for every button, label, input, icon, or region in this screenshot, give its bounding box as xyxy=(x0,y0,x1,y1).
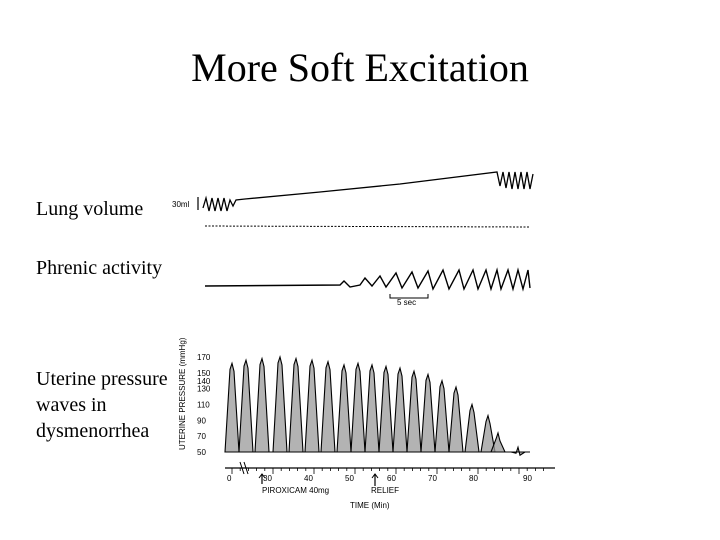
piroxicam-annotation: PIROXICAM 40mg xyxy=(262,486,329,495)
chart-xlabel: TIME (Min) xyxy=(350,501,390,510)
chart-ylabel: UTERINE PRESSURE (mmHg) xyxy=(178,337,187,450)
pressure-wave xyxy=(350,361,366,453)
x-tick-label: 80 xyxy=(469,474,478,483)
pressure-wave xyxy=(420,372,436,453)
y-tick-label: 130 xyxy=(197,385,211,394)
pressure-wave xyxy=(254,356,270,453)
y-tick-label: 90 xyxy=(197,416,206,425)
x-tick-label: 90 xyxy=(523,474,532,483)
pressure-waves xyxy=(224,355,527,457)
y-tick-label: 170 xyxy=(197,353,211,362)
pressure-wave xyxy=(272,355,288,453)
label-lung-volume: Lung volume xyxy=(36,198,144,220)
lung-volume-trace: 30ml xyxy=(172,171,534,228)
relief-annotation: RELIEF xyxy=(371,486,399,495)
x-tick-label: 0 xyxy=(227,474,232,483)
x-tick-labels: 0 30 40 50 60 70 80 90 xyxy=(227,474,532,483)
pressure-wave xyxy=(510,445,527,457)
lung-scale-label: 30ml xyxy=(172,200,190,209)
label-phrenic-activity: Phrenic activity xyxy=(36,257,163,279)
x-tick-label: 70 xyxy=(428,474,437,483)
pressure-wave xyxy=(392,366,408,453)
pressure-wave xyxy=(238,358,254,453)
pressure-wave xyxy=(304,358,320,453)
x-tick-label: 60 xyxy=(387,474,396,483)
pressure-wave xyxy=(364,362,380,453)
pressure-wave xyxy=(288,356,304,453)
y-tick-label: 110 xyxy=(197,401,210,410)
pressure-wave xyxy=(448,385,464,453)
x-tick-label: 50 xyxy=(345,474,354,483)
pressure-wave xyxy=(336,362,352,453)
pressure-wave xyxy=(464,402,480,453)
y-tick-label: 50 xyxy=(197,448,206,457)
y-tick-label: 150 xyxy=(197,369,211,378)
pressure-wave xyxy=(320,359,336,453)
phrenic-scale-label: 5 sec xyxy=(397,298,416,307)
pressure-wave xyxy=(378,364,394,453)
y-tick-label: 140 xyxy=(197,377,211,386)
x-ticks xyxy=(231,468,544,474)
label-uterine-pressure: Uterine pressure waves in dysmenorrhea xyxy=(36,368,168,442)
pressure-wave xyxy=(406,369,422,453)
phrenic-activity-trace: 5 sec xyxy=(204,267,531,307)
pressure-wave xyxy=(224,361,240,453)
y-tick-label: 70 xyxy=(197,432,206,441)
slide-title: More Soft Excitation xyxy=(191,45,529,90)
pressure-wave xyxy=(434,378,450,453)
x-tick-label: 30 xyxy=(263,474,272,483)
x-tick-label: 40 xyxy=(304,474,313,483)
axis-break xyxy=(239,461,249,475)
